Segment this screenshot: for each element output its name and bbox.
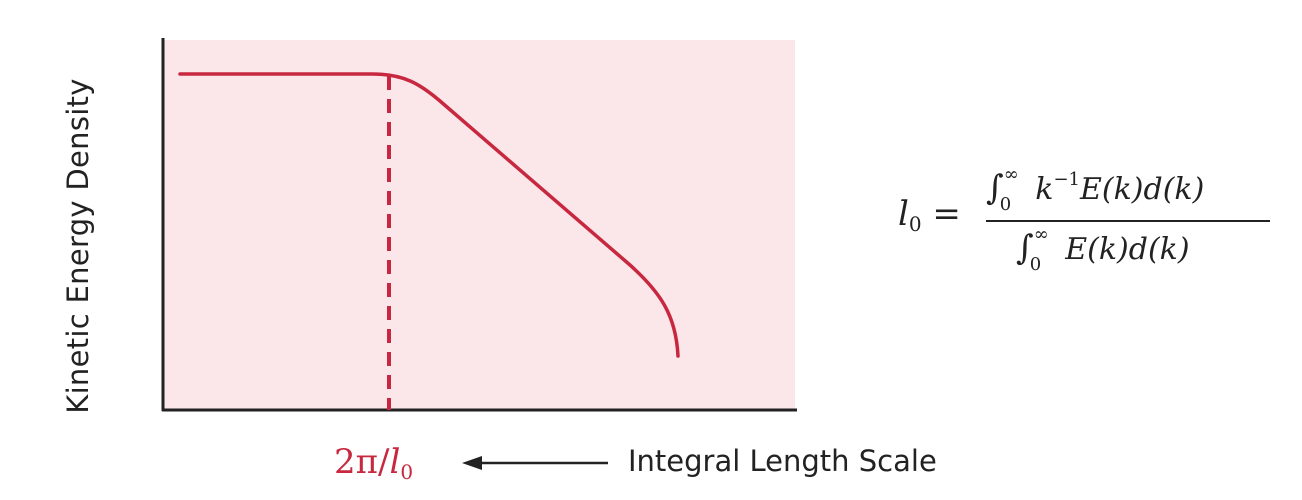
numerator-integral-sign: ∫ — [986, 168, 1004, 208]
energy-spectrum-curve — [178, 72, 680, 358]
marker-label-prefix: 2π/ — [334, 442, 390, 482]
denominator-limits: ∞ 0 — [1030, 224, 1056, 275]
formula-lhs-subscript: 0 — [908, 212, 922, 236]
denominator-integral-sign: ∫ — [1016, 228, 1034, 268]
integral-length-scale-label: Integral Length Scale — [628, 444, 937, 478]
denominator-rest: E(k)d(k) — [1065, 232, 1190, 267]
marker-label-symbol: l — [389, 442, 401, 482]
formula-lhs: l0 = — [898, 194, 961, 236]
numerator-rest: E(k)d(k) — [1080, 172, 1205, 207]
numerator-lower-limit: 0 — [999, 194, 1012, 215]
formula-equals: = — [932, 194, 961, 234]
y-axis-label: Kinetic Energy Density — [61, 78, 95, 414]
denominator-lower-limit: 0 — [1029, 254, 1042, 275]
integral-scale-marker-label: 2π/l0 — [334, 442, 413, 484]
denominator-upper-limit: ∞ — [1033, 224, 1049, 245]
formula-fraction-bar — [986, 220, 1270, 222]
numerator-power: −1 — [1053, 169, 1080, 190]
marker-label-subscript: 0 — [400, 460, 414, 484]
formula-lhs-symbol: l — [898, 194, 909, 234]
numerator-upper-limit: ∞ — [1003, 164, 1019, 185]
formula-numerator: ∫ ∞ 0 k−1E(k)d(k) — [986, 164, 1205, 215]
plot-area — [163, 40, 795, 410]
numerator-k: k — [1035, 172, 1054, 207]
left-arrow — [462, 456, 608, 470]
numerator-limits: ∞ 0 — [1000, 164, 1026, 215]
formula-denominator: ∫ ∞ 0 E(k)d(k) — [1016, 224, 1190, 275]
